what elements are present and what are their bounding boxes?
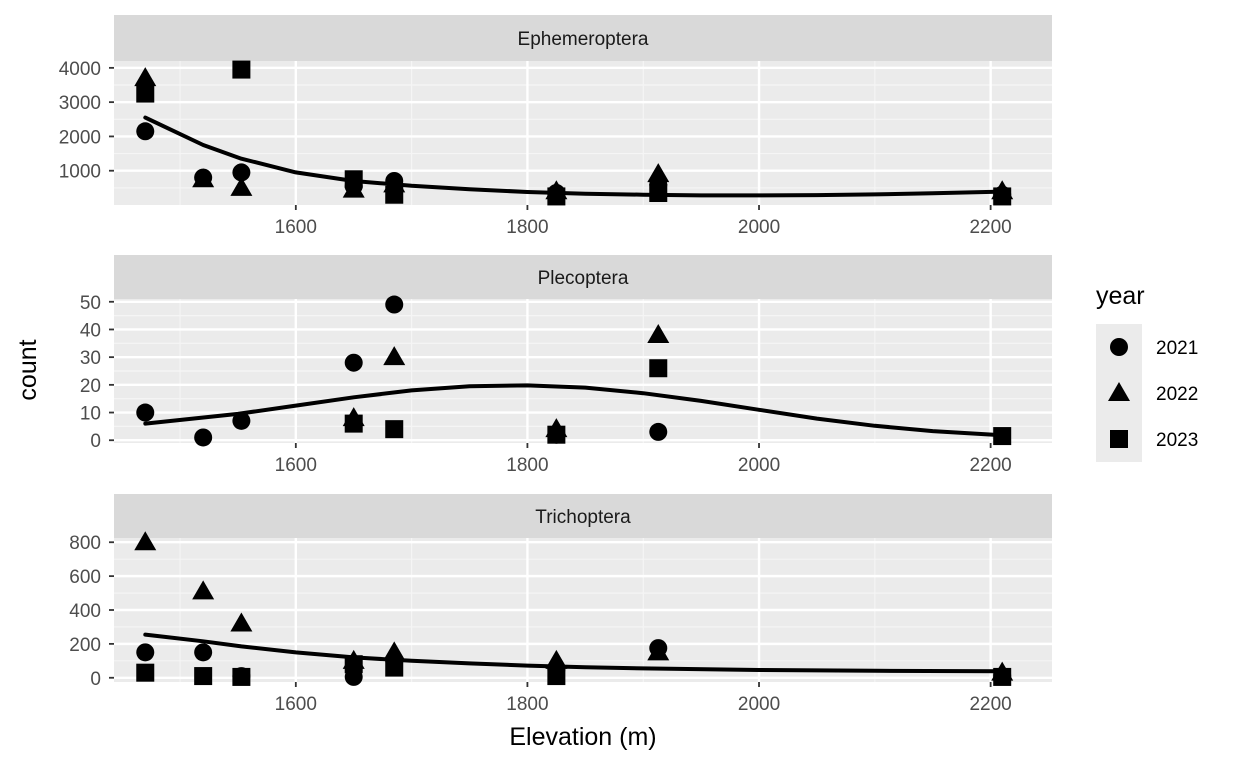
y-tick-label: 4000 xyxy=(59,59,101,80)
data-point-2023 xyxy=(344,414,363,433)
facet-trichoptera: Trichoptera 0 200 400 600 800 1600 1800 2000 2200 xyxy=(69,494,1052,715)
y-tick-label: 0 xyxy=(90,669,101,690)
y-tick-label: 0 xyxy=(90,431,101,452)
x-tick-label: 1800 xyxy=(506,694,548,715)
panel-background xyxy=(114,61,1052,205)
y-tick-label: 20 xyxy=(80,376,101,397)
legend-key-2023 xyxy=(1110,430,1128,448)
legend-label-2021: 2021 xyxy=(1156,338,1198,359)
facet-strip xyxy=(114,15,1052,61)
data-point-2021 xyxy=(194,643,213,662)
facet-strip xyxy=(114,494,1052,538)
x-tick-label: 1600 xyxy=(275,217,317,238)
data-point-2022 xyxy=(383,346,406,366)
data-point-2022 xyxy=(134,67,157,87)
y-tick-label: 400 xyxy=(69,601,101,622)
y-tick-label: 200 xyxy=(69,635,101,656)
data-point-2022 xyxy=(134,531,157,551)
facet-plecoptera: Plecoptera 0 10 20 30 40 50 1600 1800 2000 2200 xyxy=(80,255,1052,476)
y-tick-label: 50 xyxy=(80,293,101,314)
legend: year 2021 2022 2023 xyxy=(1096,282,1198,462)
smooth-fit-line xyxy=(143,383,1005,438)
x-tick-label: 1600 xyxy=(275,455,317,476)
y-axis-title: count xyxy=(14,339,42,400)
data-point-2022 xyxy=(647,163,670,183)
y-tick-label: 40 xyxy=(80,320,101,341)
data-point-2022 xyxy=(383,641,406,661)
x-tick-label: 1800 xyxy=(506,455,548,476)
data-point-2022 xyxy=(545,649,568,669)
data-point-2023 xyxy=(547,667,566,686)
data-point-2021 xyxy=(194,428,213,447)
x-tick-label: 2000 xyxy=(738,217,780,238)
y-tick-label: 800 xyxy=(69,533,101,554)
data-point-2021 xyxy=(232,163,251,182)
data-point-2023 xyxy=(649,359,668,378)
facet-strip-label: Ephemeroptera xyxy=(518,29,649,50)
data-point-2023 xyxy=(136,84,155,103)
data-point-2023 xyxy=(194,667,213,686)
data-point-2023 xyxy=(547,187,566,206)
legend-title: year xyxy=(1096,282,1145,310)
data-point-2023 xyxy=(232,667,251,686)
y-tick-label: 10 xyxy=(80,404,101,425)
y-tick-label: 1000 xyxy=(59,162,101,183)
smooth-fit-line xyxy=(143,115,1005,198)
data-point-2023 xyxy=(232,60,251,79)
x-tick-label: 2200 xyxy=(969,694,1011,715)
data-point-2021 xyxy=(344,353,363,372)
data-point-2021 xyxy=(649,422,668,441)
x-tick-label: 2000 xyxy=(738,694,780,715)
smooth-fit-line xyxy=(143,632,1005,674)
x-tick-label: 1600 xyxy=(275,694,317,715)
data-point-2022 xyxy=(192,168,215,188)
facet-ephemeroptera: Ephemeroptera 1000 2000 3000 4000 1600 1800 200… xyxy=(59,15,1052,238)
legend-keys: 2021 2022 2023 xyxy=(1096,324,1198,462)
x-axis-title: Elevation (m) xyxy=(509,723,656,751)
x-tick-label: 2200 xyxy=(969,455,1011,476)
data-point-2022 xyxy=(192,580,215,600)
y-tick-label: 30 xyxy=(80,348,101,369)
y-tick-label: 3000 xyxy=(59,93,101,114)
data-point-2023 xyxy=(344,655,363,674)
legend-label-2022: 2022 xyxy=(1156,384,1198,405)
data-point-2022 xyxy=(230,612,253,632)
data-point-2021 xyxy=(136,403,155,422)
data-point-2023 xyxy=(547,425,566,444)
x-tick-label: 2000 xyxy=(738,455,780,476)
x-tick-label: 1800 xyxy=(506,217,548,238)
data-point-2023 xyxy=(136,663,155,682)
data-point-2021 xyxy=(385,295,404,314)
y-tick-label: 2000 xyxy=(59,127,101,148)
facet-strip-label: Trichoptera xyxy=(535,507,631,528)
facet-strip xyxy=(114,255,1052,299)
data-point-2022 xyxy=(647,641,670,661)
y-tick-label: 600 xyxy=(69,567,101,588)
facet-strip-label: Plecoptera xyxy=(538,268,629,289)
data-point-2021 xyxy=(232,411,251,430)
data-point-2022 xyxy=(647,324,670,343)
data-point-2021 xyxy=(136,122,155,141)
legend-label-2023: 2023 xyxy=(1156,430,1198,451)
data-point-2023 xyxy=(385,420,404,439)
data-point-2022 xyxy=(230,176,253,196)
data-point-2023 xyxy=(385,658,404,677)
legend-key-2022 xyxy=(1108,382,1130,401)
data-point-2021 xyxy=(136,643,155,662)
legend-key-2021 xyxy=(1110,338,1128,356)
x-tick-label: 2200 xyxy=(969,217,1011,238)
data-point-2023 xyxy=(385,185,404,204)
